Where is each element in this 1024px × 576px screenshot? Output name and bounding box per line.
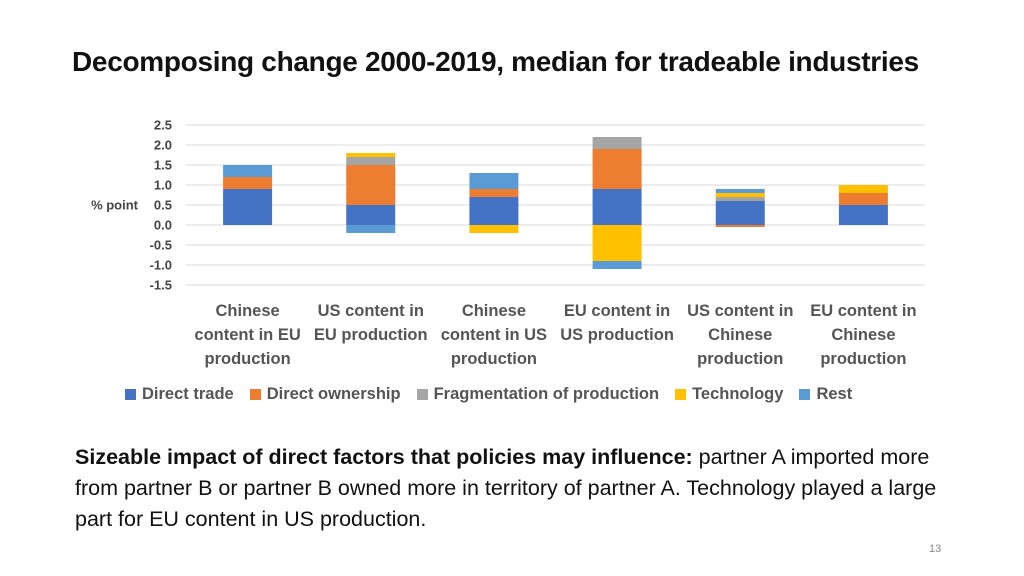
y-tick-label: 1.5 <box>154 158 172 173</box>
grid-lines <box>186 124 925 286</box>
legend-item: Direct ownership <box>249 385 401 404</box>
bar-segment-technology <box>469 225 519 233</box>
x-category-label: Chinese content in EU production <box>194 302 300 368</box>
bar-segment-fragmentation <box>592 137 642 149</box>
slide-note: Sizeable impact of direct factors that p… <box>75 442 975 535</box>
legend-item: Direct trade <box>125 385 234 404</box>
bar-segment-direct-trade <box>346 205 396 225</box>
legend-item: Fragmentation of production <box>416 385 660 404</box>
legend-label: Technology <box>692 385 784 403</box>
bar-segment-direct-ownership <box>838 193 888 205</box>
bar-segment-technology <box>346 153 396 157</box>
bar-segment-technology <box>715 193 765 197</box>
bar-segment-direct-ownership <box>223 177 273 189</box>
bar-segment-fragmentation <box>715 197 765 201</box>
bars <box>223 137 888 269</box>
legend-label: Direct trade <box>142 385 234 403</box>
bar-segment-rest <box>469 173 519 189</box>
page-number: 13 <box>929 543 942 555</box>
x-axis-categories: Chinese content in EU production US content… <box>194 302 916 368</box>
bar-segment-rest <box>223 165 273 177</box>
legend-swatch <box>125 389 136 400</box>
bar-segment-direct-trade <box>592 189 642 225</box>
bar-segment-direct-ownership <box>715 225 765 227</box>
bar-segment-rest <box>346 225 396 233</box>
bar-segment-direct-trade <box>223 189 273 225</box>
note-bold: Sizeable impact of direct factors that p… <box>75 445 693 469</box>
bar-segment-direct-ownership <box>469 189 519 197</box>
legend-swatch <box>249 389 261 400</box>
y-tick-label: -1.5 <box>150 278 172 293</box>
chart-legend: Direct trade Direct ownership Fragmentatio… <box>125 385 852 404</box>
legend-swatch <box>675 389 687 400</box>
bar-segment-rest <box>592 261 642 269</box>
bar-segment-fragmentation <box>346 157 396 165</box>
y-tick-label: 0.0 <box>154 218 172 233</box>
bar-segment-rest <box>715 189 765 193</box>
y-tick-label: -0.5 <box>150 238 172 253</box>
y-axis-ticks: 2.5 2.0 1.5 1.0 0.5 0.0 -0.5 -1.0 -1.5 <box>150 118 172 293</box>
bar-segment-direct-trade <box>469 197 519 225</box>
x-category-label: EU content in US production <box>560 302 674 344</box>
legend-item: Rest <box>799 385 852 404</box>
bar-segment-direct-trade <box>715 201 765 225</box>
y-tick-label: 2.0 <box>154 138 172 153</box>
x-category-label: EU content in Chinese production <box>810 302 916 368</box>
legend-label: Direct ownership <box>266 385 401 403</box>
x-category-label: US content in Chinese production <box>687 302 793 368</box>
bar-segment-direct-ownership <box>592 149 642 189</box>
stacked-bar-chart: 2.5 2.0 1.5 1.0 0.5 0.0 -0.5 -1.0 -1.5 % point C… <box>91 118 925 368</box>
legend-label: Fragmentation of production <box>433 385 660 403</box>
y-tick-label: 1.0 <box>154 178 172 193</box>
bar-segment-technology <box>838 185 888 193</box>
legend-swatch <box>799 389 811 400</box>
slide-title: Decomposing change 2000-2019, median for… <box>72 46 919 77</box>
y-tick-label: -1.0 <box>150 258 172 273</box>
y-tick-label: 0.5 <box>154 198 172 213</box>
bar-segment-direct-ownership <box>346 165 396 205</box>
note-text: partner A imported more from partner B o… <box>75 445 937 531</box>
x-category-label: Chinese content in US production <box>441 302 547 368</box>
y-tick-label: 2.5 <box>154 118 172 133</box>
legend-swatch <box>416 389 428 400</box>
bar-segment-direct-trade <box>838 205 888 225</box>
legend-item: Technology <box>675 385 783 404</box>
y-axis-label: % point <box>91 198 139 213</box>
legend-label: Rest <box>816 385 853 403</box>
bar-segment-technology <box>592 225 642 261</box>
x-category-label: US content in EU production <box>314 302 428 344</box>
